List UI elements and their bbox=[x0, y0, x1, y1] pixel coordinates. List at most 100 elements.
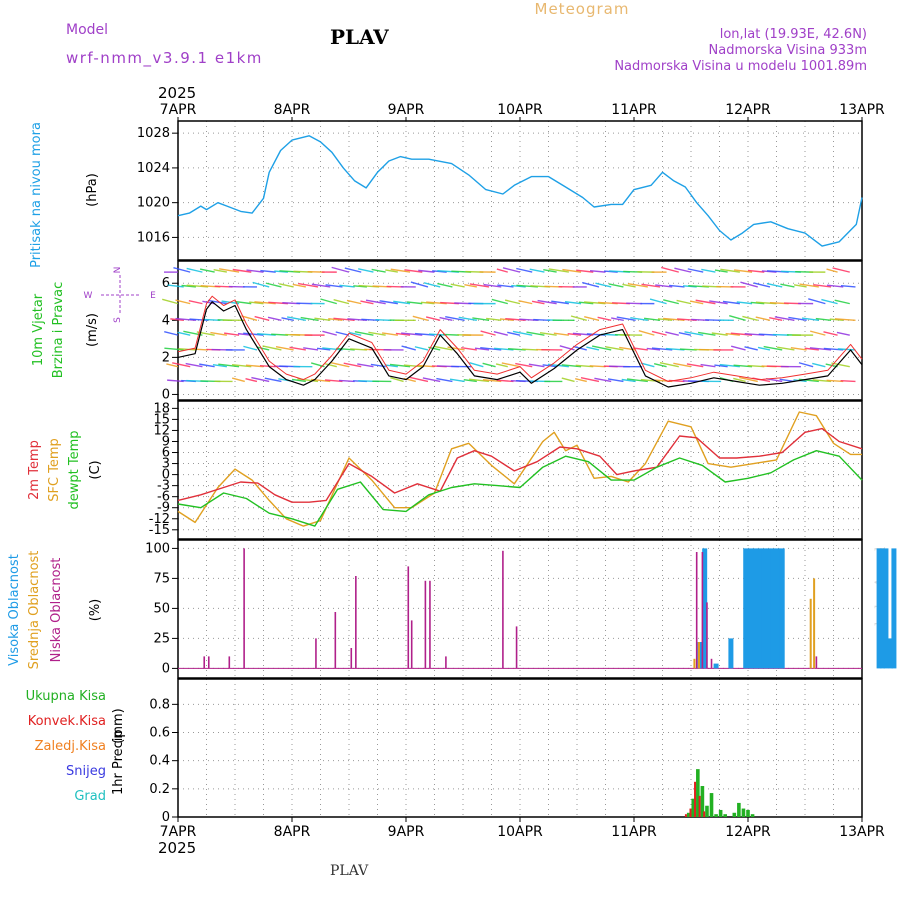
wind-arrow bbox=[486, 317, 502, 322]
wind-arrow bbox=[417, 364, 435, 368]
panel-frame bbox=[177, 400, 863, 540]
precip-total-bar bbox=[723, 814, 727, 817]
wind-arrow bbox=[379, 300, 398, 305]
wind-arrow bbox=[622, 283, 636, 288]
wind-arrow bbox=[551, 300, 569, 305]
wind-arrow bbox=[474, 347, 490, 351]
cloud-high-bar bbox=[766, 548, 772, 669]
cloud-low-bar bbox=[445, 656, 447, 669]
wind-arrow bbox=[338, 379, 355, 383]
wind-arrow bbox=[504, 299, 521, 305]
precip-unit: (mm) bbox=[111, 708, 126, 743]
wind-arrow bbox=[243, 332, 264, 336]
wind-arrow bbox=[766, 282, 783, 288]
wind-arrow bbox=[344, 267, 362, 273]
wind-arrow bbox=[722, 300, 740, 305]
bottom-date-tick: 12APR bbox=[725, 824, 771, 840]
wind-arrow bbox=[740, 281, 758, 288]
cloud-ylabel-mid: Srednja Oblacnost bbox=[27, 551, 42, 670]
wind-arrow bbox=[287, 316, 306, 321]
precip-conv-bar bbox=[689, 808, 692, 817]
y-tick-label: 2 bbox=[162, 350, 170, 365]
wind-arrow bbox=[292, 283, 306, 288]
wind-arrow bbox=[731, 345, 746, 351]
wind-arrow bbox=[251, 376, 270, 383]
wind-arrow bbox=[511, 284, 526, 288]
wind-arrow bbox=[755, 316, 771, 321]
wind-arrow bbox=[813, 283, 832, 288]
y-tick-label: 15 bbox=[153, 412, 170, 427]
wind-arrow bbox=[528, 363, 545, 368]
wind-arrow bbox=[464, 284, 477, 288]
wind-arrow bbox=[183, 330, 203, 336]
wind-arrow bbox=[368, 331, 386, 336]
wind-arrow bbox=[589, 365, 606, 368]
wind-arrow bbox=[627, 283, 648, 288]
cloud-high-bar bbox=[888, 638, 893, 669]
cloud-low-bar bbox=[355, 576, 357, 669]
wind-arrow bbox=[324, 379, 343, 383]
y-tick-label: 75 bbox=[153, 571, 170, 586]
wind-arrow bbox=[480, 330, 496, 336]
wind-arrow bbox=[425, 316, 441, 321]
y-tick-label: -12 bbox=[149, 512, 170, 527]
wind-arrow bbox=[267, 316, 282, 321]
wind-arrow bbox=[164, 347, 184, 351]
wind-arrow bbox=[700, 363, 716, 368]
precip-label-hail: Grad bbox=[74, 789, 106, 804]
wind-arrow bbox=[404, 269, 423, 273]
wind-arrow bbox=[414, 346, 429, 351]
wind-arrow bbox=[537, 299, 557, 305]
wind-arrow bbox=[621, 378, 636, 383]
top-date-tick: 10APR bbox=[497, 102, 543, 118]
cloud-high-bar bbox=[883, 548, 889, 669]
wind-arrow bbox=[384, 364, 398, 368]
wind-arrow bbox=[643, 317, 661, 322]
wind-arrow bbox=[410, 281, 429, 288]
wind-arrow bbox=[232, 268, 252, 273]
wind-arrow bbox=[167, 379, 184, 383]
temp-unit: (C) bbox=[88, 460, 103, 479]
cloud-high-bar bbox=[891, 548, 897, 669]
wind-arrow bbox=[499, 318, 514, 322]
wind-arrow bbox=[669, 284, 685, 288]
wind-arrow bbox=[553, 332, 569, 336]
wind-arrow bbox=[264, 377, 282, 383]
temp-dew-line bbox=[177, 450, 863, 527]
product-title: Meteogram bbox=[535, 0, 630, 18]
wind-arrow bbox=[526, 331, 545, 336]
wind-arrow bbox=[779, 378, 795, 383]
wind-arrow bbox=[249, 301, 264, 305]
wind-arrow bbox=[501, 362, 521, 368]
wind-arrow bbox=[350, 348, 367, 351]
wind-arrow bbox=[738, 376, 758, 383]
temp-ylabel-2m: 2m Temp bbox=[27, 440, 42, 500]
wind-arrow bbox=[701, 268, 716, 273]
wind-arrow bbox=[256, 346, 270, 351]
wind-arrow bbox=[801, 317, 819, 322]
wind-arrow bbox=[246, 269, 264, 273]
wind-ylabel-top: 10m Vjetar bbox=[31, 293, 46, 366]
y-tick-label: 0 bbox=[162, 468, 170, 483]
wind-arrow bbox=[665, 331, 679, 336]
wind-arrow bbox=[390, 377, 404, 383]
wind-arrow bbox=[821, 298, 838, 305]
wind-arrow bbox=[564, 300, 582, 305]
wind-compass: N S W E bbox=[84, 267, 157, 323]
cloud-high-bar bbox=[752, 548, 758, 669]
wind-arrow bbox=[594, 377, 612, 383]
cloud-high-bar bbox=[775, 548, 781, 669]
cloud-high-bar bbox=[747, 548, 753, 669]
model-name: wrf-nmm_v3.9.1 e1km bbox=[66, 49, 263, 68]
wind-arrow bbox=[729, 315, 746, 321]
wind-arrow bbox=[333, 299, 350, 305]
compass-s: S bbox=[113, 317, 123, 323]
y-tick-label: 1016 bbox=[137, 230, 170, 245]
wind-arrow bbox=[586, 346, 600, 351]
pressure-panel: 1016 1020 1024 1028 bbox=[137, 120, 863, 261]
wind-arrow bbox=[218, 363, 240, 368]
wind-arrow bbox=[219, 268, 240, 273]
wind-arrow bbox=[742, 315, 758, 321]
wind-arrow bbox=[203, 318, 221, 322]
y-tick-label: 100 bbox=[145, 541, 170, 556]
